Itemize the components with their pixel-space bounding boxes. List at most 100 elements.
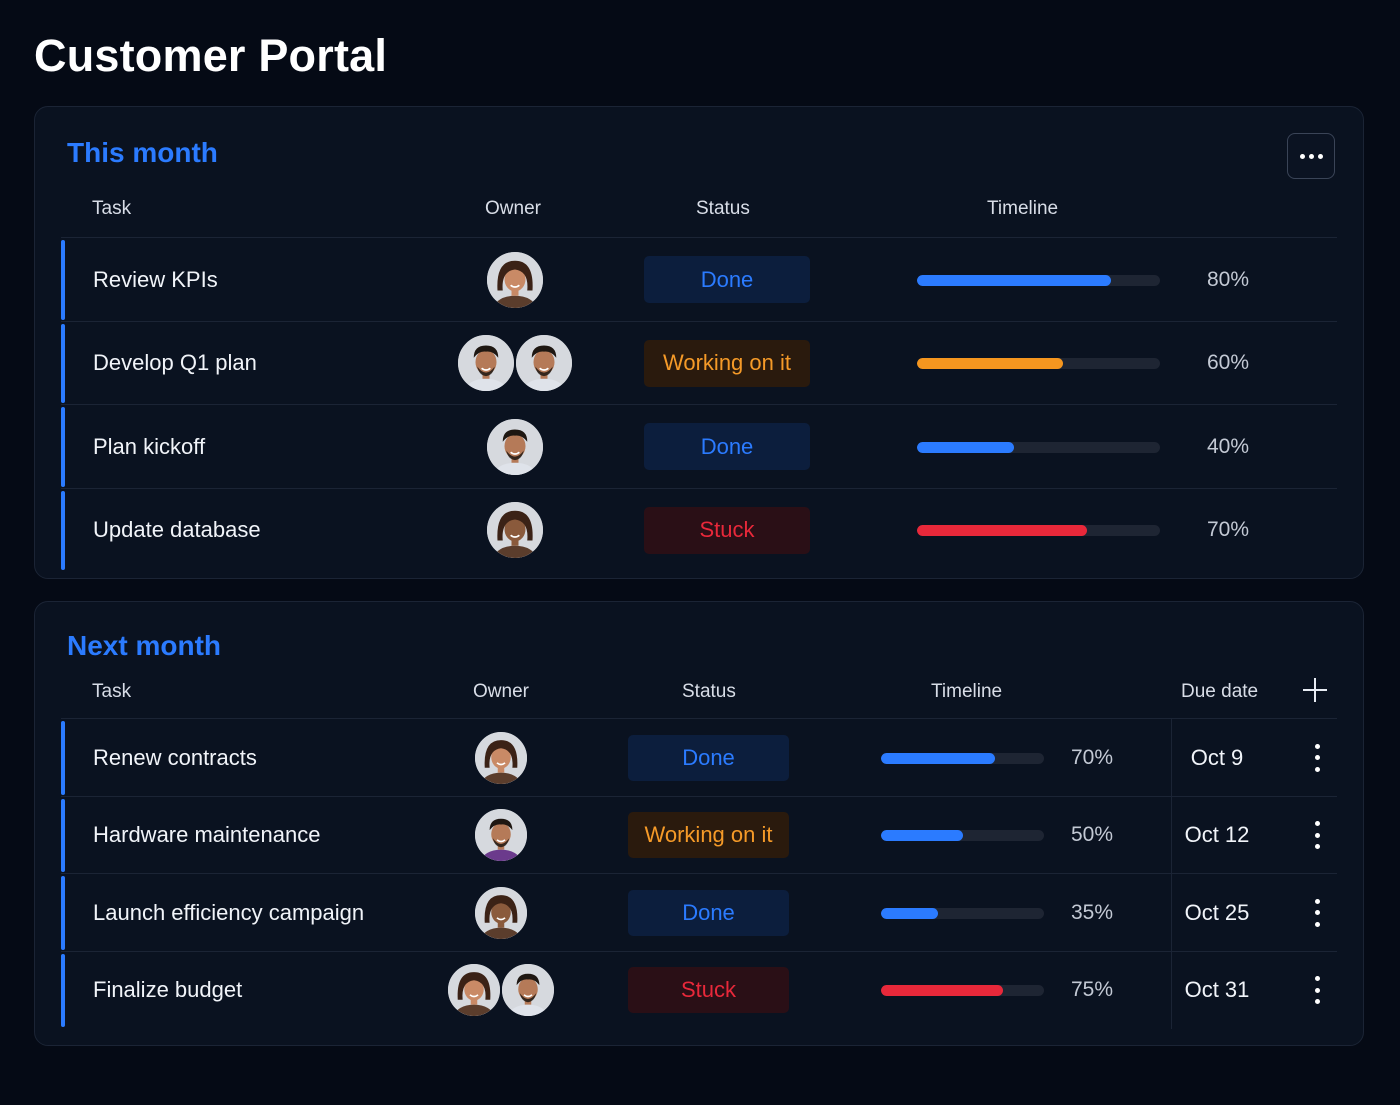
due-date[interactable]: Oct 9	[1190, 744, 1244, 770]
plus-icon[interactable]	[1303, 678, 1327, 702]
status-badge[interactable]: Done	[644, 256, 810, 304]
status-badge[interactable]: Done	[628, 734, 789, 781]
timeline-progress-fill	[917, 441, 1015, 453]
next-month-title: Next month	[67, 630, 221, 661]
owner-avatars[interactable]	[485, 500, 545, 561]
more-vertical-icon-dot	[1314, 844, 1320, 850]
avatar	[473, 729, 529, 786]
header-timeline: Timeline	[987, 198, 1059, 219]
avatar	[485, 500, 545, 561]
owner-avatars[interactable]	[485, 416, 545, 477]
owner-avatars[interactable]	[473, 729, 529, 786]
timeline-progress-bar	[917, 358, 1160, 370]
more-vertical-icon-dot	[1314, 910, 1320, 916]
more-vertical-icon-dot	[1314, 976, 1320, 982]
avatar	[485, 249, 545, 310]
due-date[interactable]: Oct 31	[1184, 977, 1250, 1003]
due-date[interactable]: Oct 25	[1184, 899, 1250, 925]
more-horizontal-icon-dot	[1308, 153, 1314, 159]
task-name[interactable]: Review KPIs	[93, 266, 218, 292]
due-date[interactable]: Oct 12	[1184, 822, 1250, 848]
table-row[interactable]: Launch efficiency campaign Done 35% Oct 25	[61, 873, 1337, 952]
row-accent-bar	[61, 721, 65, 795]
row-accent-bar	[61, 953, 65, 1027]
timeline-progress-bar	[881, 830, 1044, 842]
more-vertical-icon[interactable]	[1312, 976, 1322, 1005]
avatar	[514, 333, 574, 394]
avatar	[473, 807, 529, 864]
table-row[interactable]: Review KPIs Done 80%	[61, 237, 1337, 322]
column-divider	[1171, 874, 1172, 952]
more-vertical-icon[interactable]	[1312, 821, 1322, 850]
this-month-title: This month	[67, 137, 218, 168]
next-month-card: Next month Task Owner Status Timeline Du…	[34, 601, 1364, 1046]
task-name[interactable]: Develop Q1 plan	[93, 350, 257, 376]
column-divider	[1171, 719, 1172, 797]
more-options-button[interactable]	[1287, 133, 1335, 179]
timeline-progress-bar	[881, 907, 1044, 919]
more-vertical-icon[interactable]	[1312, 898, 1322, 927]
owner-avatars[interactable]	[473, 884, 529, 941]
status-badge[interactable]: Stuck	[628, 967, 789, 1014]
timeline-progress-bar	[917, 525, 1160, 537]
timeline-progress-fill	[881, 830, 963, 842]
avatar	[446, 962, 502, 1019]
more-vertical-icon-dot	[1314, 999, 1320, 1005]
task-name[interactable]: Update database	[93, 517, 261, 543]
timeline-percent: 70%	[1071, 745, 1114, 769]
more-vertical-icon-dot	[1314, 832, 1320, 838]
task-name[interactable]: Plan kickoff	[93, 433, 206, 459]
timeline-percent: 70%	[1207, 518, 1250, 542]
status-badge[interactable]: Done	[628, 889, 789, 936]
table-row[interactable]: Update database Stuck 70%	[61, 487, 1337, 573]
table-row[interactable]: Plan kickoff Done 40%	[61, 404, 1337, 489]
timeline-percent: 80%	[1207, 267, 1250, 291]
owner-avatars[interactable]	[485, 249, 545, 310]
row-accent-bar	[61, 407, 65, 487]
table-row[interactable]: Hardware maintenance Working on it 50% Oct …	[61, 795, 1337, 874]
avatar	[485, 416, 545, 477]
row-accent-bar	[61, 798, 65, 872]
timeline-percent: 75%	[1071, 978, 1114, 1002]
status-badge[interactable]: Working on it	[644, 339, 810, 387]
timeline-progress-bar	[917, 274, 1160, 286]
this-month-card: This month Task Owner Status Timeline Re…	[34, 106, 1364, 579]
header-status: Status	[682, 681, 736, 702]
owner-avatars[interactable]	[473, 807, 529, 864]
table-row[interactable]: Develop Q1 plan Working on it 60%	[61, 320, 1337, 406]
task-name[interactable]: Renew contracts	[93, 744, 257, 770]
header-task: Task	[92, 681, 132, 702]
task-name[interactable]: Finalize budget	[93, 977, 243, 1003]
avatar	[473, 884, 529, 941]
more-vertical-icon[interactable]	[1312, 743, 1322, 772]
timeline-progress-fill	[917, 358, 1063, 370]
timeline-progress-fill	[917, 274, 1112, 286]
table-row[interactable]: Renew contracts Done 70% Oct 9	[61, 718, 1337, 797]
timeline-percent: 50%	[1071, 823, 1114, 847]
more-vertical-icon-dot	[1314, 821, 1320, 827]
timeline-percent: 60%	[1207, 351, 1250, 375]
status-badge[interactable]: Stuck	[644, 506, 810, 554]
timeline-progress-fill	[917, 525, 1088, 537]
header-timeline: Timeline	[931, 681, 1003, 702]
more-vertical-icon-dot	[1314, 898, 1320, 904]
task-name[interactable]: Hardware maintenance	[93, 822, 321, 848]
timeline-progress-bar	[881, 985, 1044, 997]
more-horizontal-icon-dot	[1317, 153, 1323, 159]
timeline-progress-bar	[881, 752, 1044, 764]
status-badge[interactable]: Working on it	[628, 812, 789, 859]
header-task: Task	[92, 198, 132, 219]
more-vertical-icon-dot	[1314, 921, 1320, 927]
row-accent-bar	[61, 876, 65, 950]
column-divider	[1171, 796, 1172, 874]
table-row[interactable]: Finalize budget Stuck 75% Oct 31	[61, 950, 1337, 1029]
task-name[interactable]: Launch efficiency campaign	[93, 899, 365, 925]
owner-avatars[interactable]	[456, 333, 574, 394]
timeline-progress-bar	[917, 441, 1160, 453]
owner-avatars[interactable]	[446, 962, 556, 1019]
page-title: Customer Portal	[34, 30, 388, 81]
status-badge[interactable]: Done	[644, 423, 810, 471]
more-vertical-icon-dot	[1314, 755, 1320, 761]
row-accent-bar	[61, 240, 65, 320]
row-accent-bar	[61, 323, 65, 403]
